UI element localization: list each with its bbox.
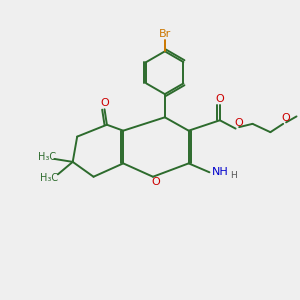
Text: H₃C: H₃C — [40, 173, 58, 183]
Text: O: O — [101, 98, 110, 108]
Text: O: O — [151, 177, 160, 187]
Text: H: H — [230, 171, 237, 180]
Text: O: O — [215, 94, 224, 104]
Text: Br: Br — [159, 29, 171, 39]
Text: H₃C: H₃C — [38, 152, 56, 161]
Text: NH: NH — [212, 167, 229, 177]
Text: O: O — [234, 118, 243, 128]
Text: O: O — [281, 113, 290, 124]
